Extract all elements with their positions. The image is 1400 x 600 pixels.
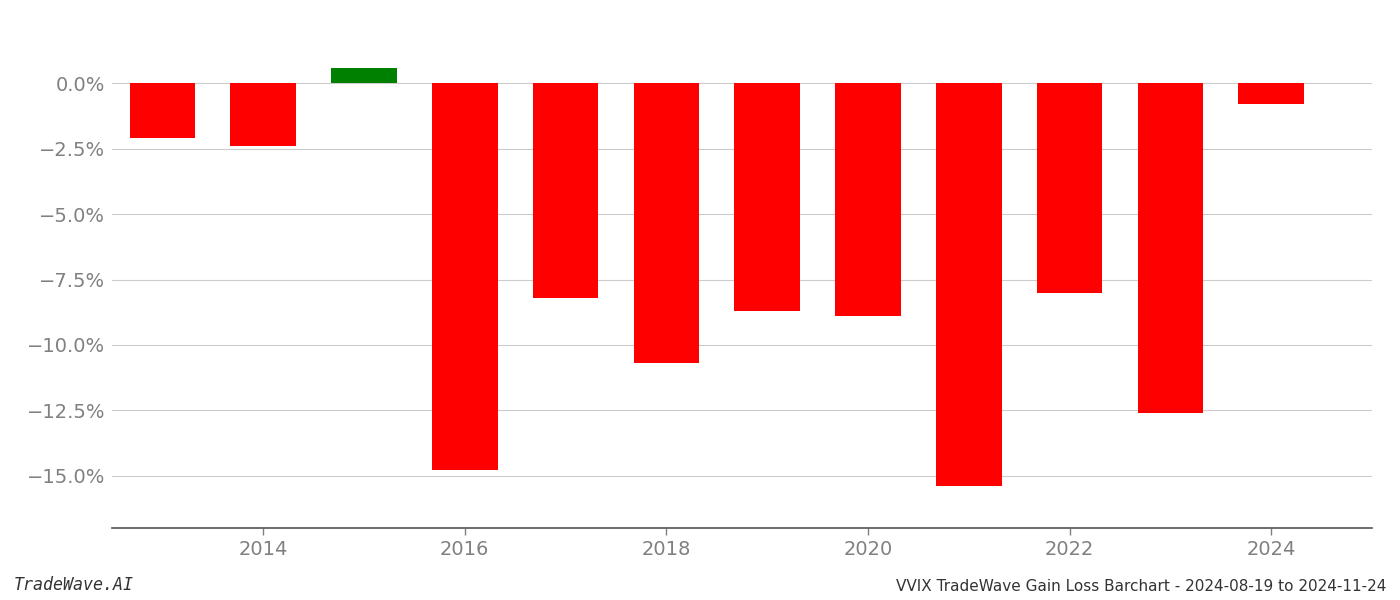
Bar [130, 83, 195, 139]
Bar [836, 83, 900, 316]
Bar [231, 83, 295, 146]
Bar [937, 83, 1001, 486]
Bar [735, 83, 799, 311]
Text: VVIX TradeWave Gain Loss Barchart - 2024-08-19 to 2024-11-24: VVIX TradeWave Gain Loss Barchart - 2024… [896, 579, 1386, 594]
Text: TradeWave.AI: TradeWave.AI [14, 576, 134, 594]
Bar [332, 68, 396, 83]
Bar [1239, 83, 1303, 104]
Bar [634, 83, 699, 363]
Bar [1138, 83, 1203, 413]
Bar [533, 83, 598, 298]
Bar [433, 83, 497, 470]
Bar [1037, 83, 1102, 293]
